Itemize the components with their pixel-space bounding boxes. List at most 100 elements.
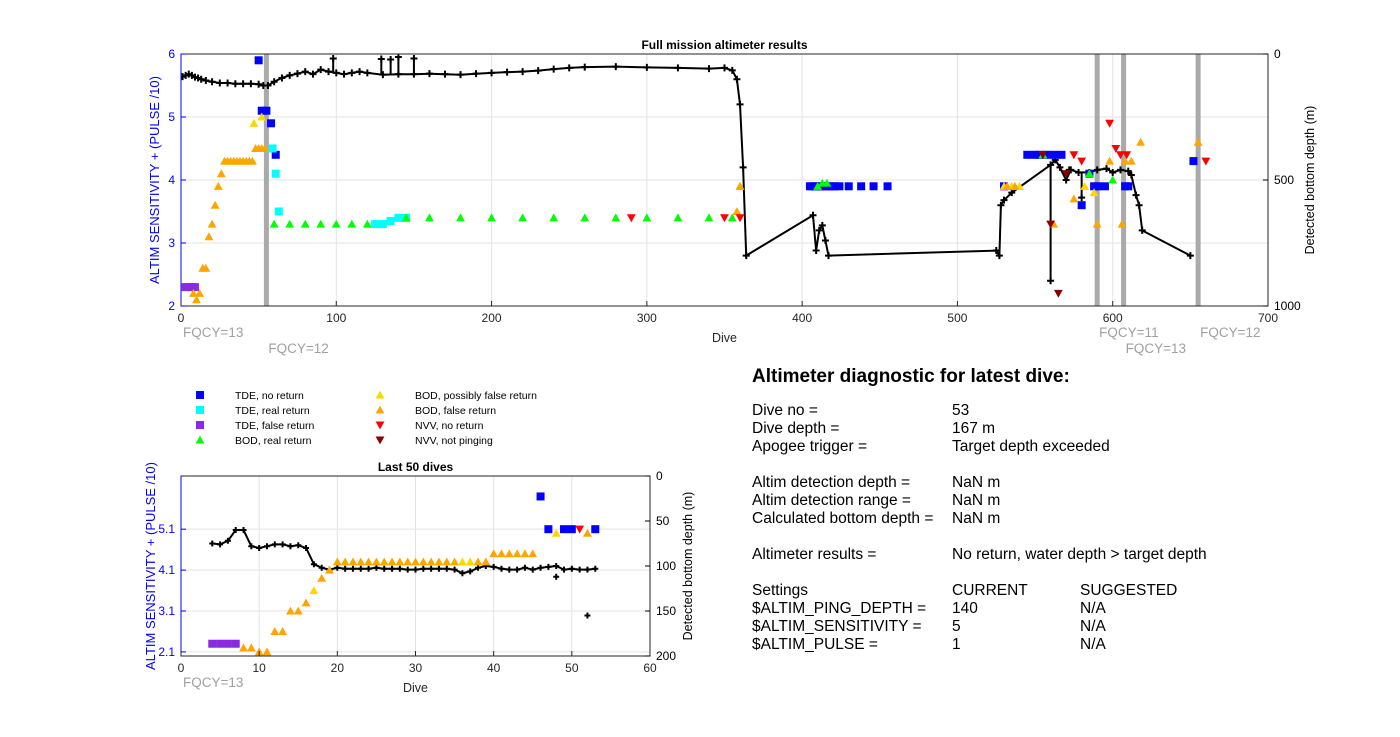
fqcy-label: FQCY=12 bbox=[1200, 325, 1260, 340]
depth-marker bbox=[303, 545, 310, 551]
marker-triangle-up bbox=[401, 213, 411, 222]
depth-marker bbox=[584, 612, 591, 619]
marker-triangle-up bbox=[434, 557, 444, 566]
depth-marker bbox=[612, 63, 620, 71]
marker-triangle-up bbox=[262, 647, 272, 656]
depth-marker bbox=[342, 565, 349, 572]
depth-marker bbox=[821, 236, 829, 244]
marker-square bbox=[830, 182, 839, 191]
depth-marker bbox=[301, 68, 309, 76]
marker-square bbox=[1093, 182, 1102, 191]
marker-triangle-up bbox=[248, 156, 257, 165]
x-tick-label: 700 bbox=[1258, 311, 1278, 325]
marker-triangle-down bbox=[575, 525, 585, 534]
setting-suggested: N/A bbox=[1080, 636, 1106, 653]
marker-square bbox=[1049, 150, 1058, 159]
depth-marker bbox=[992, 247, 1000, 255]
depth-marker bbox=[565, 64, 573, 72]
marker-triangle-down bbox=[720, 214, 729, 223]
marker-triangle-up bbox=[317, 573, 327, 582]
depth-marker bbox=[286, 71, 294, 79]
depth-marker bbox=[224, 537, 231, 544]
x-tick-label: 0 bbox=[178, 661, 185, 675]
depth-marker bbox=[498, 565, 505, 572]
depth-marker bbox=[1132, 191, 1140, 199]
y-tick-label: 5.1 bbox=[158, 522, 175, 536]
x-axis-label: Dive bbox=[712, 331, 737, 345]
depth-marker bbox=[373, 564, 380, 571]
diag-value: NaN m bbox=[952, 510, 1001, 527]
marker-triangle-down bbox=[1038, 151, 1048, 160]
y-tick-label: 4.1 bbox=[158, 563, 175, 577]
legend-label: TDE, no return bbox=[235, 390, 304, 402]
diag-value: 53 bbox=[952, 402, 970, 419]
depth-marker bbox=[404, 566, 411, 573]
depth-marker bbox=[197, 75, 205, 83]
marker-triangle-up bbox=[528, 549, 538, 558]
y-right-tick-label: 100 bbox=[656, 559, 676, 573]
diagnostic-title: Altimeter diagnostic for latest dive: bbox=[752, 366, 1070, 387]
fqcy-label: FQCY=13 bbox=[1126, 341, 1186, 356]
depth-marker bbox=[412, 566, 419, 573]
marker-triangle-up bbox=[442, 557, 452, 566]
fqcy-label: FQCY=13 bbox=[183, 675, 243, 690]
marker-square bbox=[257, 106, 266, 115]
depth-marker bbox=[295, 542, 302, 549]
marker-triangle-up bbox=[813, 181, 823, 190]
fqcy-label: FQCY=12 bbox=[268, 341, 328, 356]
marker-triangle-up bbox=[216, 169, 226, 178]
depth-marker bbox=[325, 68, 333, 76]
marker-square bbox=[544, 525, 553, 534]
y-axis-label: ALTIM SENSITIVITY + (PULSE /10) bbox=[143, 462, 158, 670]
marker-triangle-up bbox=[1126, 156, 1136, 165]
depth-marker bbox=[1109, 168, 1117, 176]
marker-triangle-up bbox=[465, 557, 475, 566]
x-tick-label: 20 bbox=[331, 661, 345, 675]
marker-triangle-down bbox=[1061, 170, 1071, 179]
x-tick-label: 400 bbox=[792, 311, 812, 325]
y-tick-label: 3 bbox=[168, 236, 175, 250]
marker-triangle-up bbox=[372, 557, 381, 566]
depth-marker bbox=[529, 566, 536, 573]
depth-marker bbox=[387, 56, 395, 64]
y-right-tick-label: 150 bbox=[656, 604, 676, 618]
marker-triangle-down bbox=[1105, 119, 1115, 128]
depth-marker bbox=[216, 79, 224, 87]
marker-triangle-up bbox=[481, 557, 491, 566]
marker-square bbox=[1023, 150, 1032, 159]
legend-label: TDE, false return bbox=[235, 420, 315, 432]
marker-triangle-up bbox=[1105, 156, 1115, 165]
diag-row-detection-range: Altim detection range = NaN m bbox=[752, 492, 1392, 510]
depth-marker bbox=[1056, 163, 1064, 171]
depth-marker bbox=[705, 65, 713, 73]
depth-marker bbox=[812, 247, 820, 255]
marker-triangle-up bbox=[309, 586, 319, 595]
depth-marker bbox=[1116, 166, 1124, 174]
marker-triangle-up bbox=[1085, 169, 1094, 178]
depth-marker bbox=[728, 66, 736, 74]
marker-triangle-up bbox=[239, 643, 248, 652]
diag-value: No return, water depth > target depth bbox=[952, 546, 1207, 563]
depth-marker bbox=[232, 527, 239, 533]
marker-triangle-up bbox=[450, 557, 459, 566]
marker-triangle-up bbox=[504, 549, 514, 558]
settings-header: Settings CURRENT SUGGESTED bbox=[752, 582, 1392, 600]
depth-marker bbox=[363, 69, 371, 77]
depth-marker bbox=[271, 541, 278, 548]
depth-marker bbox=[1047, 277, 1055, 285]
depth-marker bbox=[1186, 252, 1194, 260]
marker-triangle-up bbox=[518, 213, 528, 222]
depth-marker bbox=[270, 78, 278, 86]
legend-label: BOD, real return bbox=[235, 435, 312, 447]
diag-row-apogee: Apogee trigger = Target depth exceeded bbox=[752, 438, 1392, 456]
marker-triangle-down bbox=[375, 421, 385, 430]
y-right-tick-label: 50 bbox=[656, 514, 670, 528]
depth-marker bbox=[255, 80, 263, 88]
marker-triangle-up bbox=[201, 263, 211, 272]
marker-square bbox=[216, 639, 225, 648]
x-tick-label: 30 bbox=[409, 661, 423, 675]
marker-triangle-up bbox=[1136, 137, 1146, 146]
marker-triangle-up bbox=[580, 213, 590, 222]
marker-triangle-up bbox=[642, 213, 652, 222]
depth-marker bbox=[561, 566, 568, 573]
